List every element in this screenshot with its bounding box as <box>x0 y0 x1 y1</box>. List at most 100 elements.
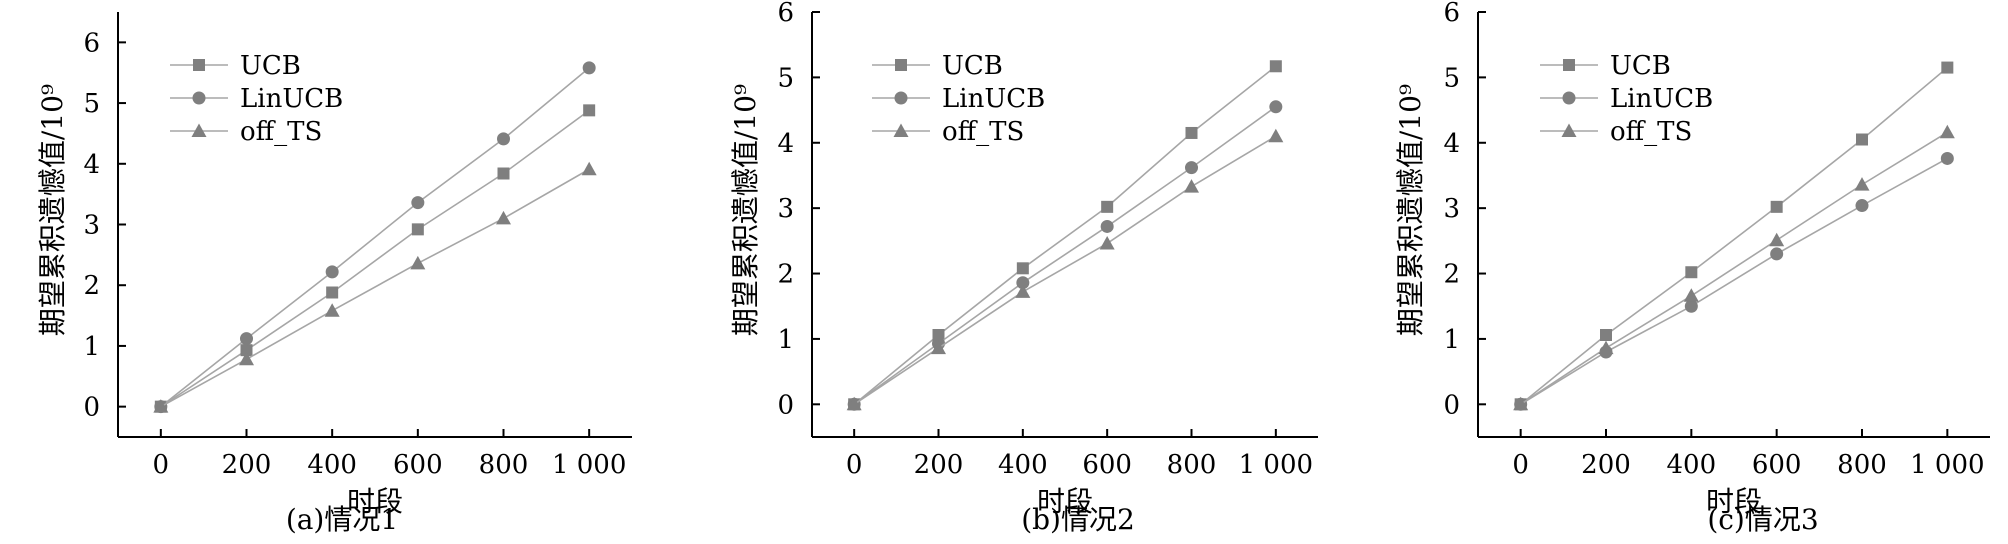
x-tick-label: 0 <box>1512 450 1529 480</box>
data-point <box>1684 299 1698 313</box>
data-point <box>1016 262 1029 275</box>
y-tick-label: 5 <box>83 89 100 119</box>
series-line <box>1520 157 1948 405</box>
series-off-ts <box>1513 124 1955 411</box>
legend-marker <box>894 91 908 105</box>
panel-caption: (a)情况1 <box>286 503 398 536</box>
legend-label: LinUCB <box>240 84 343 114</box>
x-tick-label: 400 <box>307 450 357 480</box>
x-tick-label: 400 <box>1667 450 1717 480</box>
legend-label: UCB <box>942 51 1003 81</box>
y-tick-label: 0 <box>1443 390 1460 420</box>
data-point <box>240 344 253 357</box>
data-point <box>1855 199 1869 213</box>
x-tick-label: 800 <box>1837 450 1887 480</box>
y-axis-title: 期望累积遗憾值/10⁹ <box>729 84 762 336</box>
x-axis-title: 时段 <box>347 485 403 518</box>
data-point <box>411 223 424 236</box>
data-point <box>1770 247 1784 261</box>
data-point <box>239 351 254 366</box>
data-point <box>153 399 169 413</box>
data-point <box>1683 288 1699 302</box>
legend-marker <box>893 123 909 137</box>
data-point <box>1600 329 1612 341</box>
legend-label: UCB <box>240 51 301 81</box>
x-tick-label: 600 <box>1082 450 1132 480</box>
x-tick-label: 1 000 <box>1910 450 1984 480</box>
chart-panel-a: (a)情况1 0 1 2 3 4 5 6 0 200 400 600 800 1 000 时段 期望累积遗憾… <box>36 12 632 536</box>
x-tick-label: 200 <box>914 450 964 480</box>
data-point <box>1099 235 1115 250</box>
panel-caption: (b)情况2 <box>1021 503 1135 536</box>
y-tick-label: 5 <box>1443 63 1460 93</box>
data-point <box>1269 100 1283 114</box>
data-point <box>583 104 596 117</box>
data-point <box>1101 200 1114 213</box>
x-tick-label: 1 000 <box>552 450 626 480</box>
legend-label: LinUCB <box>942 84 1045 114</box>
series-line <box>853 65 1277 405</box>
data-point <box>1268 128 1284 143</box>
series-off-ts <box>846 128 1284 411</box>
x-tick-label: 200 <box>222 450 272 480</box>
legend-marker <box>895 59 907 71</box>
x-tick-label: 800 <box>1167 450 1217 480</box>
y-tick-label: 1 <box>83 332 100 362</box>
series-line <box>1520 131 1948 405</box>
y-tick-label: 1 <box>1443 325 1460 355</box>
chart-panel-b: (b)情况2 0 1 2 3 4 5 6 0 200 400 600 800 1 000 时段 期望累积遗憾… <box>729 0 1318 536</box>
series-line <box>160 109 590 408</box>
series-linucb <box>847 100 1283 411</box>
x-tick-label: 1 000 <box>1239 450 1313 480</box>
legend-marker <box>1562 91 1576 105</box>
series-ucb <box>1514 61 1954 411</box>
x-axis-title: 时段 <box>1037 485 1093 518</box>
chart-panel-c: (c)情况3 0 1 2 3 4 5 6 0 200 400 600 800 1 000 时段 期望累积遗憾… <box>1394 0 1990 536</box>
series-line <box>160 168 590 408</box>
data-point <box>1513 396 1529 411</box>
y-tick-label: 6 <box>83 28 100 58</box>
series-line <box>853 106 1277 405</box>
data-point <box>326 286 339 299</box>
data-point <box>1184 179 1199 193</box>
y-tick-label: 3 <box>83 211 100 241</box>
y-tick-label: 2 <box>83 271 100 301</box>
legend-marker <box>1561 123 1577 137</box>
data-point <box>324 303 340 317</box>
data-point <box>582 61 596 75</box>
x-tick-label: 600 <box>393 450 443 480</box>
series-ucb <box>154 104 596 413</box>
series-line <box>853 135 1277 405</box>
x-tick-label: 800 <box>479 450 529 480</box>
legend-label: UCB <box>1610 51 1671 81</box>
data-point <box>325 265 339 279</box>
legend-marker <box>193 59 205 71</box>
series-linucb <box>1514 151 1954 411</box>
data-point <box>1939 124 1955 139</box>
series-linucb <box>154 61 596 414</box>
y-axis-title: 期望累积遗憾值/10⁹ <box>1394 84 1427 336</box>
data-point <box>411 196 425 210</box>
y-tick-label: 3 <box>1443 194 1460 224</box>
y-tick-label: 6 <box>1443 0 1460 28</box>
x-tick-label: 400 <box>998 450 1048 480</box>
data-point <box>1769 232 1785 247</box>
y-tick-label: 5 <box>777 63 794 93</box>
data-point <box>496 210 511 225</box>
legend-marker <box>191 123 207 137</box>
x-tick-label: 0 <box>846 450 863 480</box>
data-point <box>846 396 862 411</box>
series-ucb <box>848 60 1282 411</box>
data-point <box>1185 161 1198 175</box>
y-tick-label: 3 <box>777 194 794 224</box>
y-tick-label: 4 <box>1443 129 1460 159</box>
data-point <box>1100 219 1114 233</box>
data-point <box>1770 200 1783 213</box>
y-tick-label: 6 <box>777 0 794 28</box>
data-point <box>1941 61 1954 74</box>
y-tick-label: 2 <box>777 260 794 290</box>
data-point <box>497 132 510 146</box>
y-tick-label: 2 <box>1443 260 1460 290</box>
